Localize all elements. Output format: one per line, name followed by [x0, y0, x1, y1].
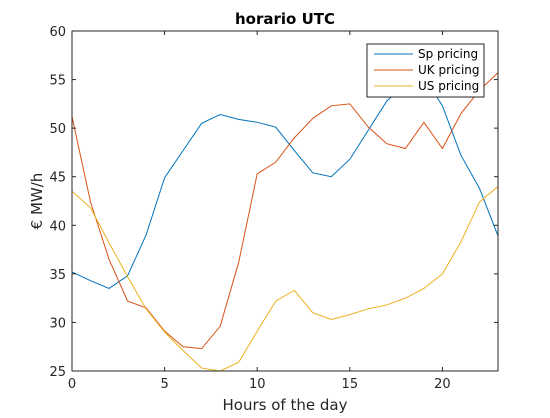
y-tick-label: 25: [49, 365, 66, 380]
y-tick-label: 40: [49, 219, 66, 234]
y-tick-label: 50: [49, 122, 66, 137]
x-tick-label: 20: [434, 377, 451, 392]
chart-title: horario UTC: [235, 10, 335, 28]
x-tick-label: 10: [249, 377, 266, 392]
x-tick-label: 5: [160, 377, 168, 392]
legend-label-1: Sp pricing: [418, 47, 478, 61]
legend: Sp pricing UK pricing US pricing: [367, 44, 484, 97]
y-tick-label: 45: [49, 171, 66, 186]
y-tick-label: 55: [49, 74, 66, 89]
y-axis-label: € MW/h: [28, 173, 46, 230]
x-axis-label: Hours of the day: [223, 396, 348, 414]
y-tick-label: 30: [49, 316, 66, 331]
y-tick-label: 60: [49, 25, 66, 40]
legend-label-2: UK pricing: [418, 63, 480, 77]
x-tick-label: 15: [342, 377, 359, 392]
legend-label-3: US pricing: [418, 79, 479, 93]
x-tick-label: 0: [68, 377, 76, 392]
y-tick-label: 35: [49, 268, 66, 283]
